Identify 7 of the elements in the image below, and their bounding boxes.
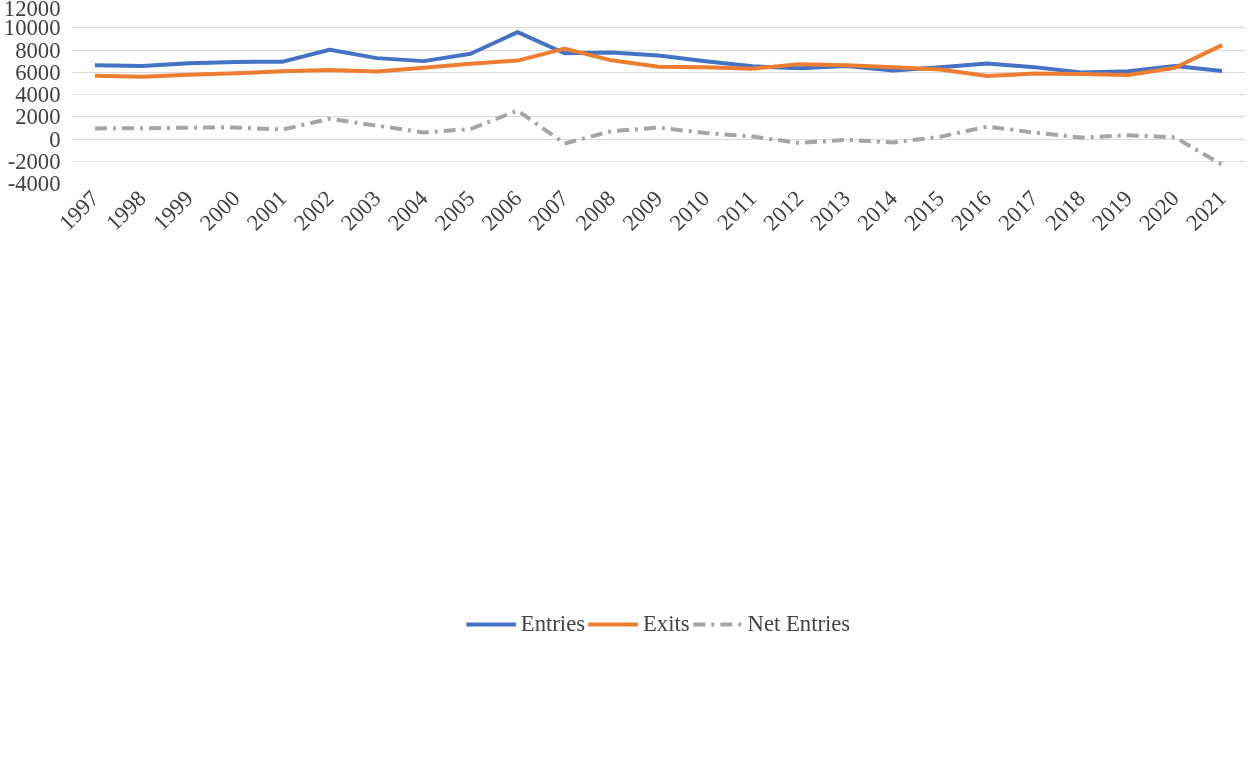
- legend-label: Net Entries: [747, 610, 851, 637]
- line-series: [92, 108, 1225, 167]
- legend-label: Entries: [520, 610, 586, 637]
- y-tick-label: -4000: [7, 171, 61, 196]
- legend-label: Exits: [643, 610, 690, 637]
- y-tick-label: 4000: [15, 82, 61, 107]
- line-series: [92, 43, 1225, 79]
